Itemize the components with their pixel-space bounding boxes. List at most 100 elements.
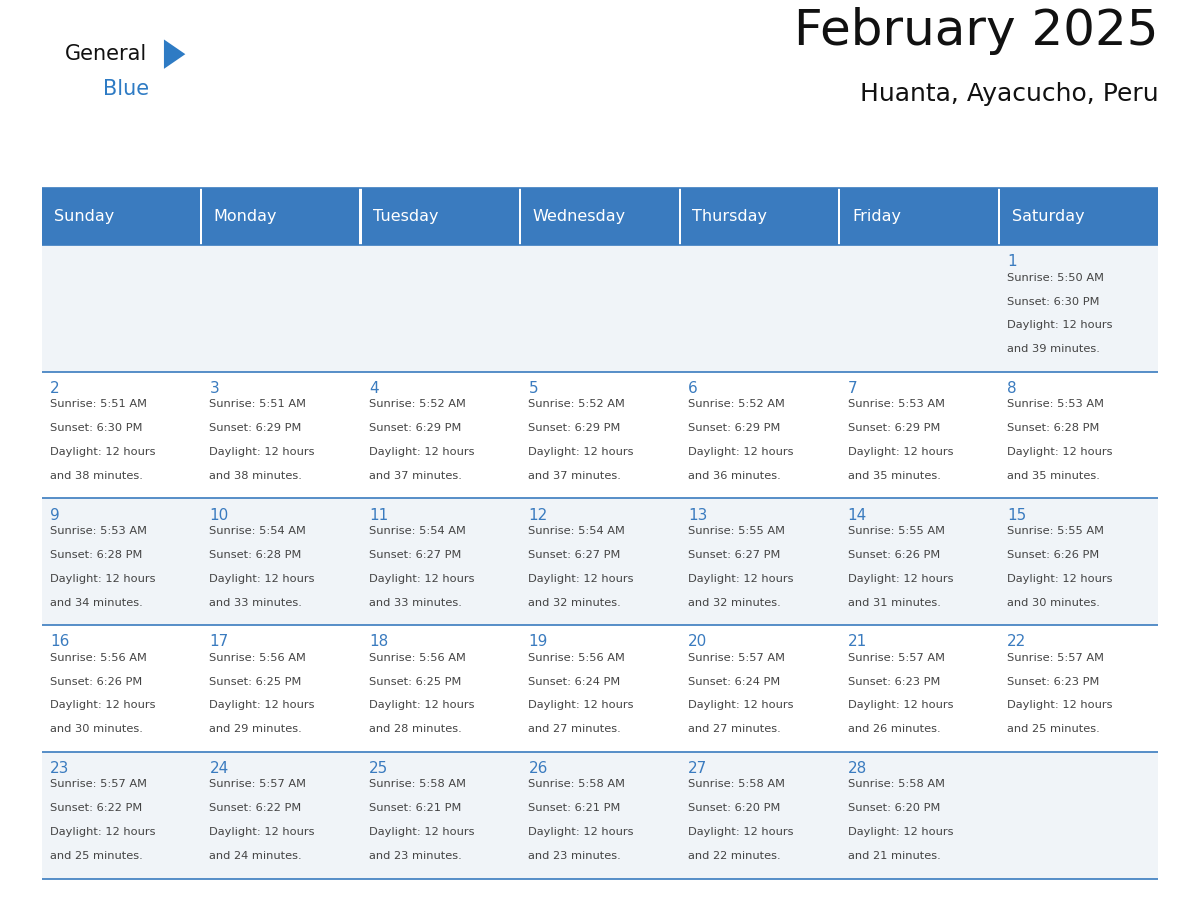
Bar (839, 245, 999, 372)
Text: Sunset: 6:23 PM: Sunset: 6:23 PM (1007, 677, 1099, 687)
Bar (201, 372, 361, 498)
Bar (520, 498, 680, 625)
Bar (678, 188, 681, 245)
Bar (999, 752, 1158, 879)
Text: 2: 2 (50, 381, 59, 396)
Text: Sunset: 6:21 PM: Sunset: 6:21 PM (369, 803, 461, 813)
Text: 15: 15 (1007, 508, 1026, 522)
Text: Huanta, Ayacucho, Peru: Huanta, Ayacucho, Peru (860, 82, 1158, 106)
Text: Daylight: 12 hours: Daylight: 12 hours (369, 827, 474, 837)
Text: Sunrise: 5:56 AM: Sunrise: 5:56 AM (369, 653, 466, 663)
Text: Daylight: 12 hours: Daylight: 12 hours (688, 447, 794, 457)
Text: Daylight: 12 hours: Daylight: 12 hours (50, 700, 156, 711)
Text: Sunset: 6:29 PM: Sunset: 6:29 PM (209, 423, 302, 433)
Text: Sunrise: 5:52 AM: Sunrise: 5:52 AM (688, 399, 785, 409)
Text: Sunrise: 5:54 AM: Sunrise: 5:54 AM (529, 526, 625, 536)
Text: 5: 5 (529, 381, 538, 396)
Bar (361, 372, 520, 498)
Text: 24: 24 (209, 761, 228, 776)
Bar (680, 625, 839, 752)
Text: and 35 minutes.: and 35 minutes. (1007, 471, 1100, 481)
Text: Sunset: 6:24 PM: Sunset: 6:24 PM (688, 677, 781, 687)
Text: Daylight: 12 hours: Daylight: 12 hours (529, 447, 634, 457)
Bar (839, 372, 999, 498)
Text: Sunrise: 5:55 AM: Sunrise: 5:55 AM (1007, 526, 1104, 536)
Text: 11: 11 (369, 508, 388, 522)
Text: Daylight: 12 hours: Daylight: 12 hours (50, 827, 156, 837)
Text: Sunset: 6:26 PM: Sunset: 6:26 PM (847, 550, 940, 560)
Bar (42, 245, 201, 372)
Text: Sunset: 6:29 PM: Sunset: 6:29 PM (529, 423, 621, 433)
Text: Sunrise: 5:55 AM: Sunrise: 5:55 AM (688, 526, 785, 536)
Text: and 21 minutes.: and 21 minutes. (847, 851, 941, 861)
Text: Sunrise: 5:58 AM: Sunrise: 5:58 AM (688, 779, 785, 789)
Text: Daylight: 12 hours: Daylight: 12 hours (688, 827, 794, 837)
Text: Sunrise: 5:53 AM: Sunrise: 5:53 AM (1007, 399, 1104, 409)
Bar (839, 188, 999, 245)
Bar (680, 498, 839, 625)
Text: and 32 minutes.: and 32 minutes. (688, 598, 781, 608)
Bar (520, 188, 680, 245)
Text: Sunset: 6:26 PM: Sunset: 6:26 PM (1007, 550, 1099, 560)
Text: General: General (65, 44, 147, 64)
Text: Sunrise: 5:56 AM: Sunrise: 5:56 AM (529, 653, 625, 663)
Text: 25: 25 (369, 761, 388, 776)
Bar (200, 188, 202, 245)
Text: Daylight: 12 hours: Daylight: 12 hours (369, 447, 474, 457)
Bar (999, 625, 1158, 752)
Text: Daylight: 12 hours: Daylight: 12 hours (847, 827, 953, 837)
Bar (520, 245, 680, 372)
Text: and 30 minutes.: and 30 minutes. (50, 724, 143, 734)
Text: 13: 13 (688, 508, 707, 522)
Text: and 33 minutes.: and 33 minutes. (209, 598, 302, 608)
Text: and 25 minutes.: and 25 minutes. (1007, 724, 1100, 734)
Text: 9: 9 (50, 508, 59, 522)
Text: 8: 8 (1007, 381, 1017, 396)
Text: and 31 minutes.: and 31 minutes. (847, 598, 941, 608)
Text: and 37 minutes.: and 37 minutes. (529, 471, 621, 481)
Text: Daylight: 12 hours: Daylight: 12 hours (50, 447, 156, 457)
Text: Daylight: 12 hours: Daylight: 12 hours (688, 574, 794, 584)
Bar (201, 498, 361, 625)
Bar (680, 752, 839, 879)
Text: Sunrise: 5:51 AM: Sunrise: 5:51 AM (50, 399, 147, 409)
Bar (999, 498, 1158, 625)
Text: and 27 minutes.: and 27 minutes. (688, 724, 781, 734)
Text: Sunday: Sunday (55, 209, 114, 224)
Text: 1: 1 (1007, 254, 1017, 269)
Text: and 27 minutes.: and 27 minutes. (529, 724, 621, 734)
Bar (360, 188, 362, 245)
Text: Sunset: 6:23 PM: Sunset: 6:23 PM (847, 677, 940, 687)
Bar (361, 188, 520, 245)
Bar (42, 498, 201, 625)
Text: 28: 28 (847, 761, 867, 776)
Text: and 39 minutes.: and 39 minutes. (1007, 344, 1100, 354)
Bar (361, 625, 520, 752)
Text: Saturday: Saturday (1011, 209, 1085, 224)
Text: Sunset: 6:27 PM: Sunset: 6:27 PM (688, 550, 781, 560)
Text: 27: 27 (688, 761, 707, 776)
Text: Thursday: Thursday (693, 209, 767, 224)
Text: Sunrise: 5:51 AM: Sunrise: 5:51 AM (209, 399, 307, 409)
Text: and 34 minutes.: and 34 minutes. (50, 598, 143, 608)
Text: and 30 minutes.: and 30 minutes. (1007, 598, 1100, 608)
Text: and 26 minutes.: and 26 minutes. (847, 724, 940, 734)
Polygon shape (164, 39, 185, 69)
Bar (201, 188, 361, 245)
Bar (680, 245, 839, 372)
Text: Sunset: 6:28 PM: Sunset: 6:28 PM (1007, 423, 1099, 433)
Bar (999, 372, 1158, 498)
Bar (201, 752, 361, 879)
Bar (361, 752, 520, 879)
Bar (680, 372, 839, 498)
Text: 19: 19 (529, 634, 548, 649)
Bar (519, 188, 522, 245)
Text: Sunrise: 5:52 AM: Sunrise: 5:52 AM (529, 399, 625, 409)
Text: Sunrise: 5:53 AM: Sunrise: 5:53 AM (50, 526, 147, 536)
Text: Sunset: 6:20 PM: Sunset: 6:20 PM (688, 803, 781, 813)
Text: Sunset: 6:29 PM: Sunset: 6:29 PM (847, 423, 940, 433)
Text: Daylight: 12 hours: Daylight: 12 hours (369, 574, 474, 584)
Text: Sunrise: 5:54 AM: Sunrise: 5:54 AM (209, 526, 307, 536)
Text: Sunset: 6:22 PM: Sunset: 6:22 PM (50, 803, 143, 813)
Bar (839, 498, 999, 625)
